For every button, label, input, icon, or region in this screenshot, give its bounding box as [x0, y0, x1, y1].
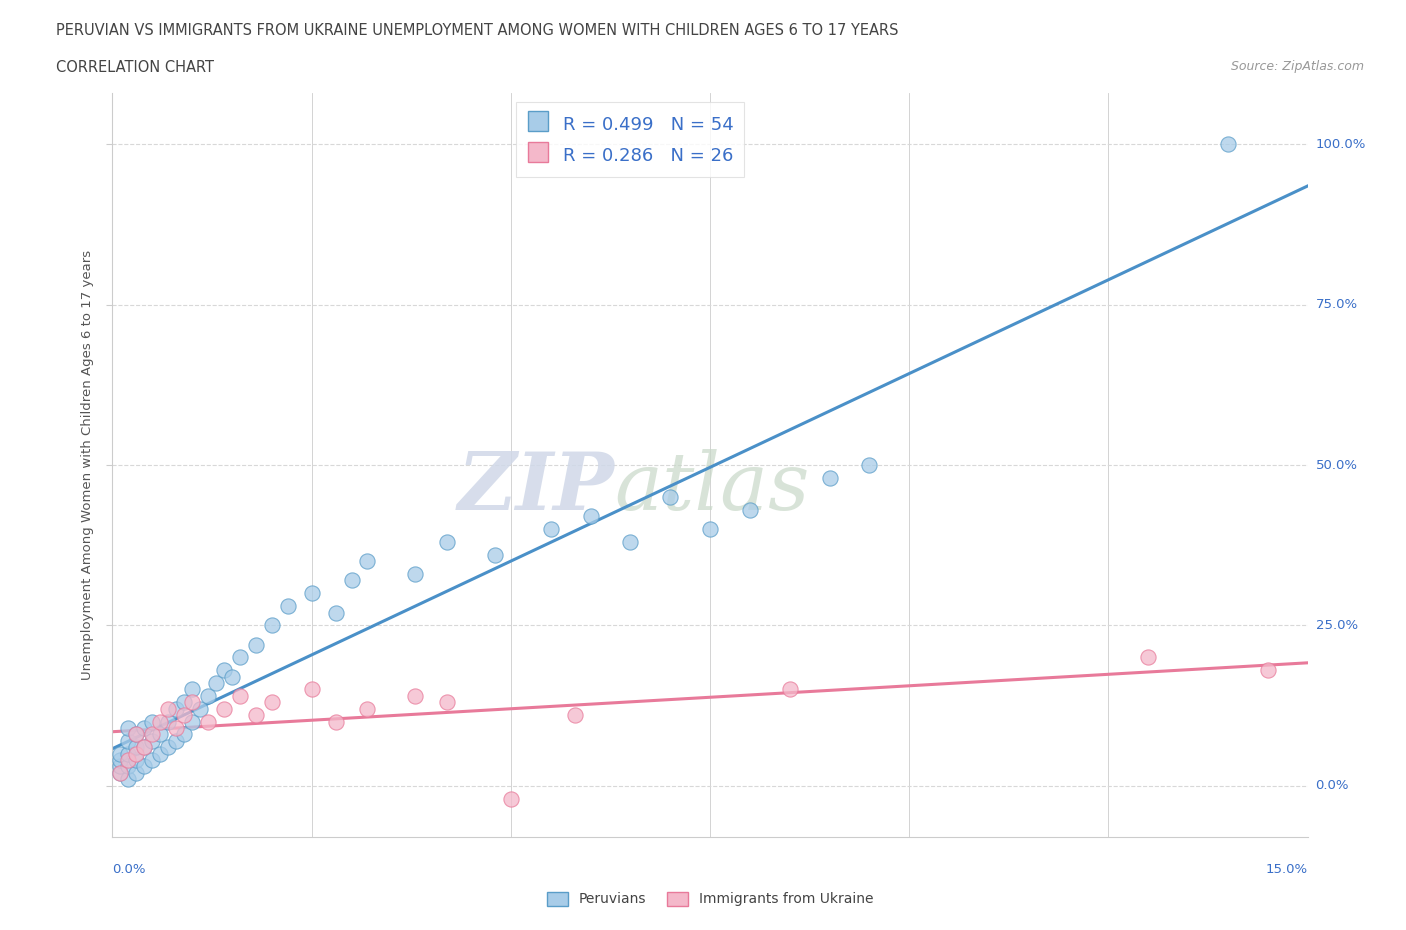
Point: [404, 688, 426, 703]
Point: [157, 701, 180, 716]
Point: [340, 573, 363, 588]
Point: [125, 746, 148, 761]
Point: [141, 727, 163, 742]
Point: [134, 739, 156, 754]
Point: [110, 765, 132, 780]
Point: [540, 522, 562, 537]
Point: [181, 695, 204, 710]
Point: [579, 509, 602, 524]
Point: [117, 746, 139, 761]
Point: [188, 701, 211, 716]
Point: [141, 714, 163, 729]
Point: [356, 553, 378, 568]
Text: 0.0%: 0.0%: [1316, 779, 1348, 792]
Point: [197, 688, 219, 703]
Point: [659, 489, 682, 504]
Point: [404, 566, 426, 581]
Point: [165, 721, 187, 736]
Point: [260, 695, 283, 710]
Point: [301, 682, 323, 697]
Point: [157, 739, 180, 754]
Text: 25.0%: 25.0%: [1316, 618, 1358, 631]
Point: [212, 701, 235, 716]
Point: [325, 605, 347, 620]
Point: [165, 734, 187, 749]
Text: 15.0%: 15.0%: [1265, 863, 1308, 876]
Point: [245, 637, 267, 652]
Point: [197, 714, 219, 729]
Point: [779, 682, 801, 697]
Legend: Peruvians, Immigrants from Ukraine: Peruvians, Immigrants from Ukraine: [541, 886, 879, 912]
Point: [260, 618, 283, 632]
Point: [157, 714, 180, 729]
Point: [173, 708, 195, 723]
Point: [301, 586, 323, 601]
Point: [436, 535, 458, 550]
Point: [149, 714, 172, 729]
Point: [117, 721, 139, 736]
Point: [564, 708, 586, 723]
Point: [699, 522, 721, 537]
Point: [110, 746, 132, 761]
Point: [277, 599, 299, 614]
Y-axis label: Unemployment Among Women with Children Ages 6 to 17 years: Unemployment Among Women with Children A…: [80, 250, 94, 680]
Point: [738, 502, 761, 517]
Point: [117, 759, 139, 774]
Point: [125, 752, 148, 767]
Point: [356, 701, 378, 716]
Point: [125, 727, 148, 742]
Text: atlas: atlas: [614, 448, 810, 526]
Point: [173, 695, 195, 710]
Text: 75.0%: 75.0%: [1316, 299, 1358, 312]
Point: [125, 727, 148, 742]
Point: [212, 663, 235, 678]
Point: [117, 752, 139, 767]
Point: [134, 739, 156, 754]
Point: [117, 734, 139, 749]
Point: [149, 727, 172, 742]
Text: 50.0%: 50.0%: [1316, 458, 1358, 472]
Point: [205, 675, 228, 690]
Point: [1216, 137, 1239, 152]
Point: [619, 535, 641, 550]
Point: [221, 670, 243, 684]
Point: [149, 746, 172, 761]
Point: [858, 458, 880, 472]
Text: 100.0%: 100.0%: [1316, 138, 1365, 151]
Point: [134, 721, 156, 736]
Text: PERUVIAN VS IMMIGRANTS FROM UKRAINE UNEMPLOYMENT AMONG WOMEN WITH CHILDREN AGES : PERUVIAN VS IMMIGRANTS FROM UKRAINE UNEM…: [56, 23, 898, 38]
Point: [165, 701, 187, 716]
Text: Source: ZipAtlas.com: Source: ZipAtlas.com: [1230, 60, 1364, 73]
Point: [181, 714, 204, 729]
Point: [436, 695, 458, 710]
Point: [245, 708, 267, 723]
Point: [173, 727, 195, 742]
Point: [229, 650, 252, 665]
Point: [484, 548, 506, 563]
Point: [117, 772, 139, 787]
Point: [141, 752, 163, 767]
Point: [181, 682, 204, 697]
Point: [110, 752, 132, 767]
Point: [818, 471, 841, 485]
Text: CORRELATION CHART: CORRELATION CHART: [56, 60, 214, 75]
Point: [229, 688, 252, 703]
Point: [141, 734, 163, 749]
Point: [134, 759, 156, 774]
Point: [1257, 663, 1279, 678]
Point: [110, 759, 132, 774]
Point: [125, 739, 148, 754]
Point: [325, 714, 347, 729]
Point: [125, 765, 148, 780]
Text: 0.0%: 0.0%: [112, 863, 146, 876]
Point: [1137, 650, 1160, 665]
Point: [110, 765, 132, 780]
Point: [499, 791, 522, 806]
Text: ZIP: ZIP: [457, 448, 614, 526]
